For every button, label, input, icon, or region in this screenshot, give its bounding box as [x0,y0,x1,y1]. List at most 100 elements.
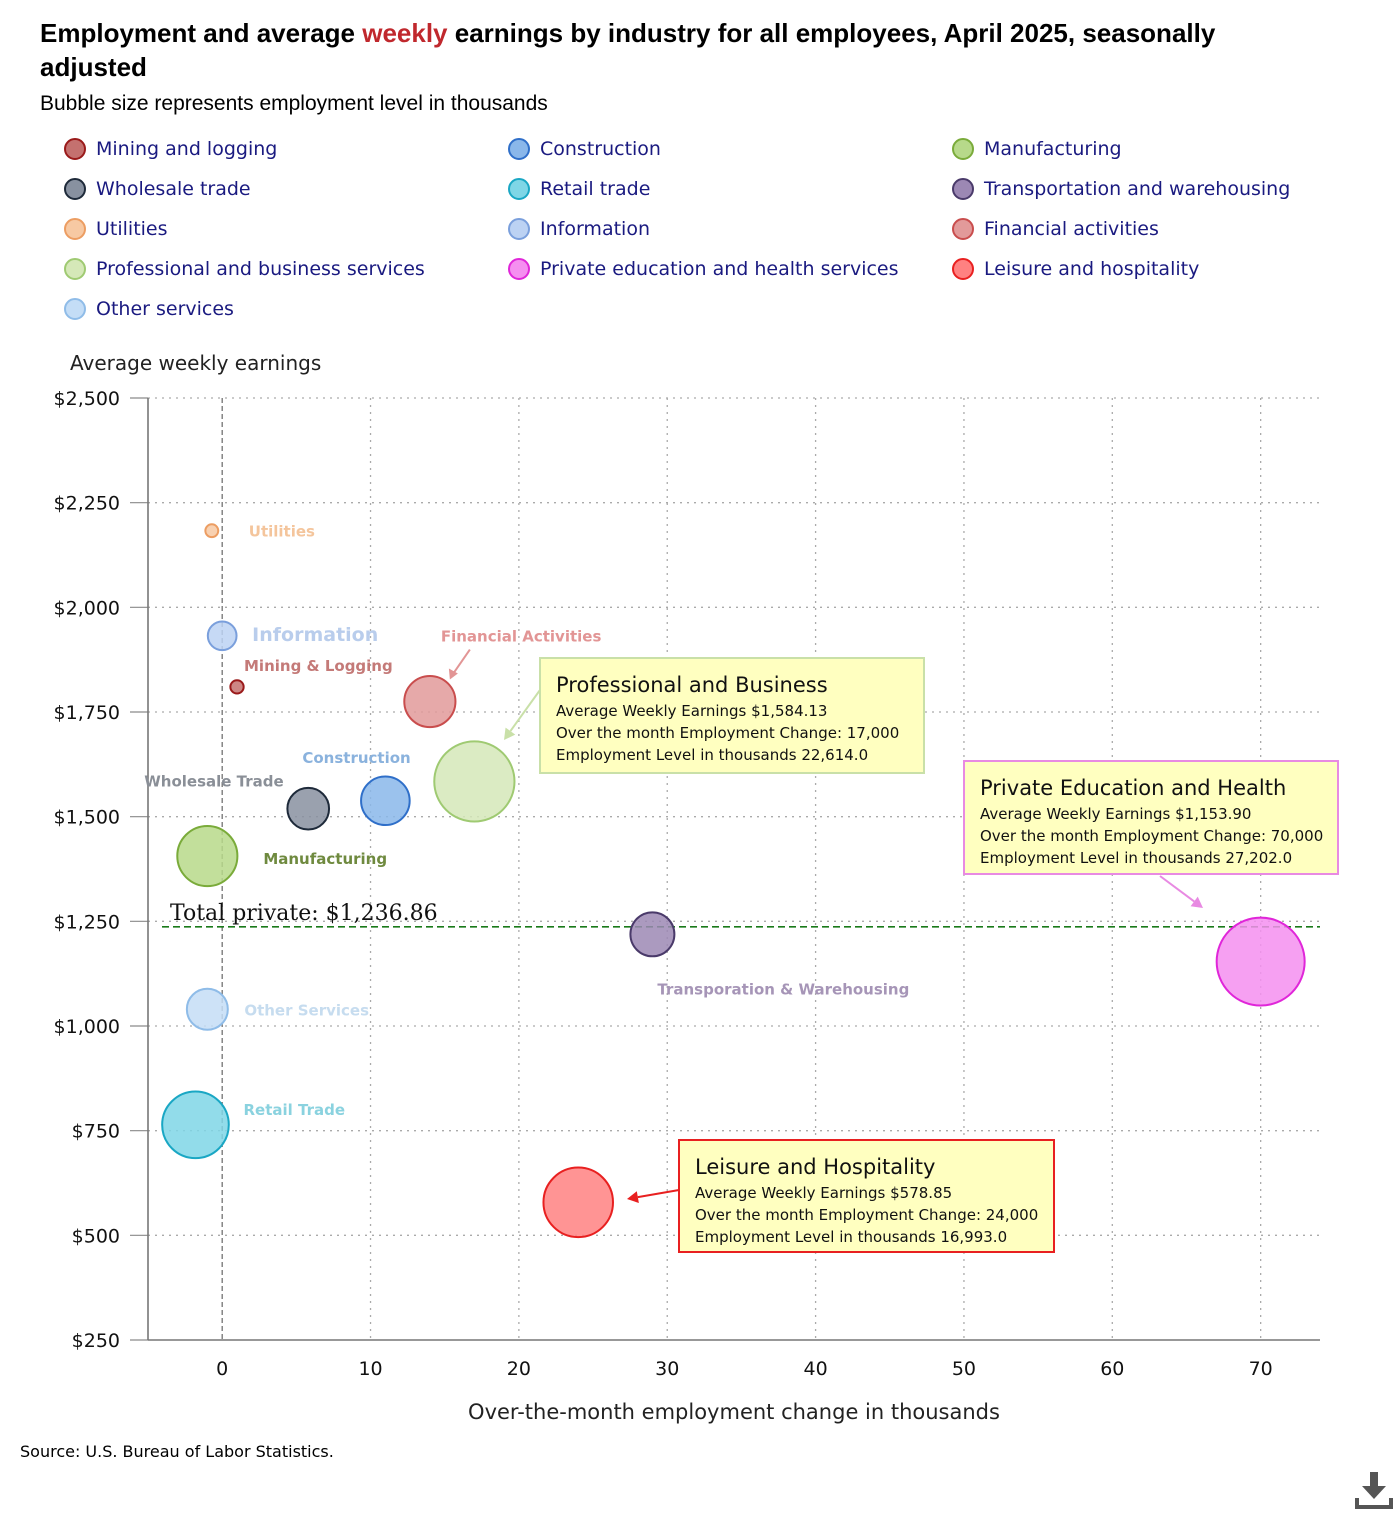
x-tick-label: 10 [358,1358,382,1380]
bubble-financial-activities [403,674,457,729]
callout-leisure-and-hospitality: Leisure and Hospitality Average Weekly Ea… [627,1139,1055,1253]
chart-subtitle: Bubble size represents employment level … [40,92,548,115]
callout-arrow [1159,875,1195,903]
y-tick-label: $2,500 [54,388,120,410]
y-tick-label: $500 [72,1225,120,1247]
arrowhead-financial-activities [448,668,458,680]
legend-item-retail-trade[interactable]: Retail trade [508,178,650,200]
callout-title: Professional and Business [556,673,828,697]
y-tick-label: $1,750 [54,702,120,724]
y-tick-label: $1,000 [54,1016,120,1038]
x-tick-label: 40 [804,1358,828,1380]
callout-box [678,1139,1055,1253]
y-tick-label: $750 [72,1121,120,1143]
callout-box [963,760,1339,875]
legend-item-mining-and-logging[interactable]: Mining and logging [64,138,277,160]
callout-title: Leisure and Hospitality [695,1155,935,1179]
bubble-professional-and-business-services [433,740,516,823]
legend-item-utilities[interactable]: Utilities [64,218,168,240]
bubble-transportation-and-warehousing [629,911,676,958]
bubble-retail-trade [161,1090,230,1160]
callout-box [539,657,925,774]
legend-swatch [952,218,974,240]
legend-label: Information [540,218,650,240]
legend-swatch [64,258,86,280]
callout-line: Average Weekly Earnings $1,153.90 [980,805,1251,823]
bubble-utilities [204,523,220,539]
callout-line: Over the month Employment Change: 17,000 [556,724,899,742]
legend-label: Retail trade [540,178,651,200]
callout-line: Average Weekly Earnings $578.85 [695,1184,952,1202]
bubble-chart: Average weekly earnings $250 $500 $750 $1,00… [54,351,1339,1424]
y-tick-label: $2,000 [54,597,120,619]
legend-label: Construction [540,138,661,160]
y-tick-label: $250 [72,1330,120,1352]
y-axis-title: Average weekly earnings [70,351,321,375]
legend-item-information[interactable]: Information [508,218,650,240]
callout-arrow [637,1189,680,1199]
y-tick-label: $1,250 [54,911,120,933]
chart-title: Employment and average weekly earnings b… [40,16,1240,84]
legend-item-professional-and-business-services[interactable]: Professional and business services [64,258,425,280]
legend-label: Professional and business services [96,258,425,280]
bubble-label-utilities: Utilities [249,523,315,541]
callout-arrowhead [627,1191,639,1204]
bubble-label-construction: Construction [302,749,410,767]
bubble-label-wholesale-trade: Wholesale Trade [144,773,283,791]
bubble-construction [360,775,411,827]
legend-label: Manufacturing [984,138,1122,160]
bubble-leisure-and-hospitality [542,1166,614,1239]
x-tick-label: 20 [507,1358,531,1380]
bubble-label-other-services: Other Services [244,1001,369,1019]
callout-line: Over the month Employment Change: 70,000 [980,827,1323,845]
x-tick-label: 0 [216,1358,228,1380]
x-tick-label: 30 [655,1358,679,1380]
bubble-label-mining-and-logging: Mining & Logging [244,657,393,675]
bubble-label-financial-activities: Financial Activities [441,628,602,646]
legend-swatch [64,178,86,200]
bubble-mining-and-logging [229,679,245,695]
legend-swatch [64,298,86,320]
legend-item-leisure-and-hospitality[interactable]: Leisure and hospitality [952,258,1199,280]
legend-label: Other services [96,298,234,320]
total-private-label: Total private: $1,236.86 [170,901,438,926]
legend-label: Utilities [96,218,168,240]
callout-arrowhead [504,727,516,740]
legend-item-financial-activities[interactable]: Financial activities [952,218,1159,240]
bubble-label-manufacturing: Manufacturing [263,850,387,868]
x-tick-label: 60 [1100,1358,1124,1380]
bubble-information [206,620,238,652]
title-highlight: weekly [362,18,448,48]
legend-item-manufacturing[interactable]: Manufacturing [952,138,1122,160]
callout-professional-and-business-services: Professional and Business Average Weekly … [504,657,925,774]
legend-label: Mining and logging [96,138,278,160]
legend-swatch [952,138,974,160]
legend-swatch [952,258,974,280]
legend-item-private-education-and-health-services[interactable]: Private education and health services [508,258,899,280]
bubble-label-information: Information [252,624,378,646]
legend-label: Leisure and hospitality [984,258,1200,280]
source-note: Source: U.S. Bureau of Labor Statistics. [20,1442,334,1461]
legend-item-transportation-and-warehousing[interactable]: Transportation and warehousing [952,178,1290,200]
bubble-manufacturing [176,824,239,888]
legend-item-other-services[interactable]: Other services [64,298,234,320]
legend-item-construction[interactable]: Construction [508,138,661,160]
callout-arrowhead [1190,896,1203,908]
callout-arrow [509,689,541,732]
legend-swatch [64,218,86,240]
legend-item-wholesale-trade[interactable]: Wholesale trade [64,178,251,200]
bubble-wholesale-trade [286,786,331,831]
legend-swatch [508,258,530,280]
callout-title: Private Education and Health [980,776,1286,800]
callout-line: Over the month Employment Change: 24,000 [695,1206,1038,1224]
legend-swatch [508,138,530,160]
title-text-before: Employment and average [40,18,363,48]
legend-swatch [508,218,530,240]
legend-label: Wholesale trade [96,178,251,200]
bubble-label-retail-trade: Retail Trade [243,1101,345,1119]
y-tick-label: $1,500 [54,807,120,829]
legend-swatch [952,178,974,200]
callout-line: Employment Level in thousands 27,202.0 [980,849,1292,867]
download-icon[interactable] [1352,1468,1396,1512]
callout-private-education-and-health-services: Private Education and Health Average Week… [963,760,1339,908]
